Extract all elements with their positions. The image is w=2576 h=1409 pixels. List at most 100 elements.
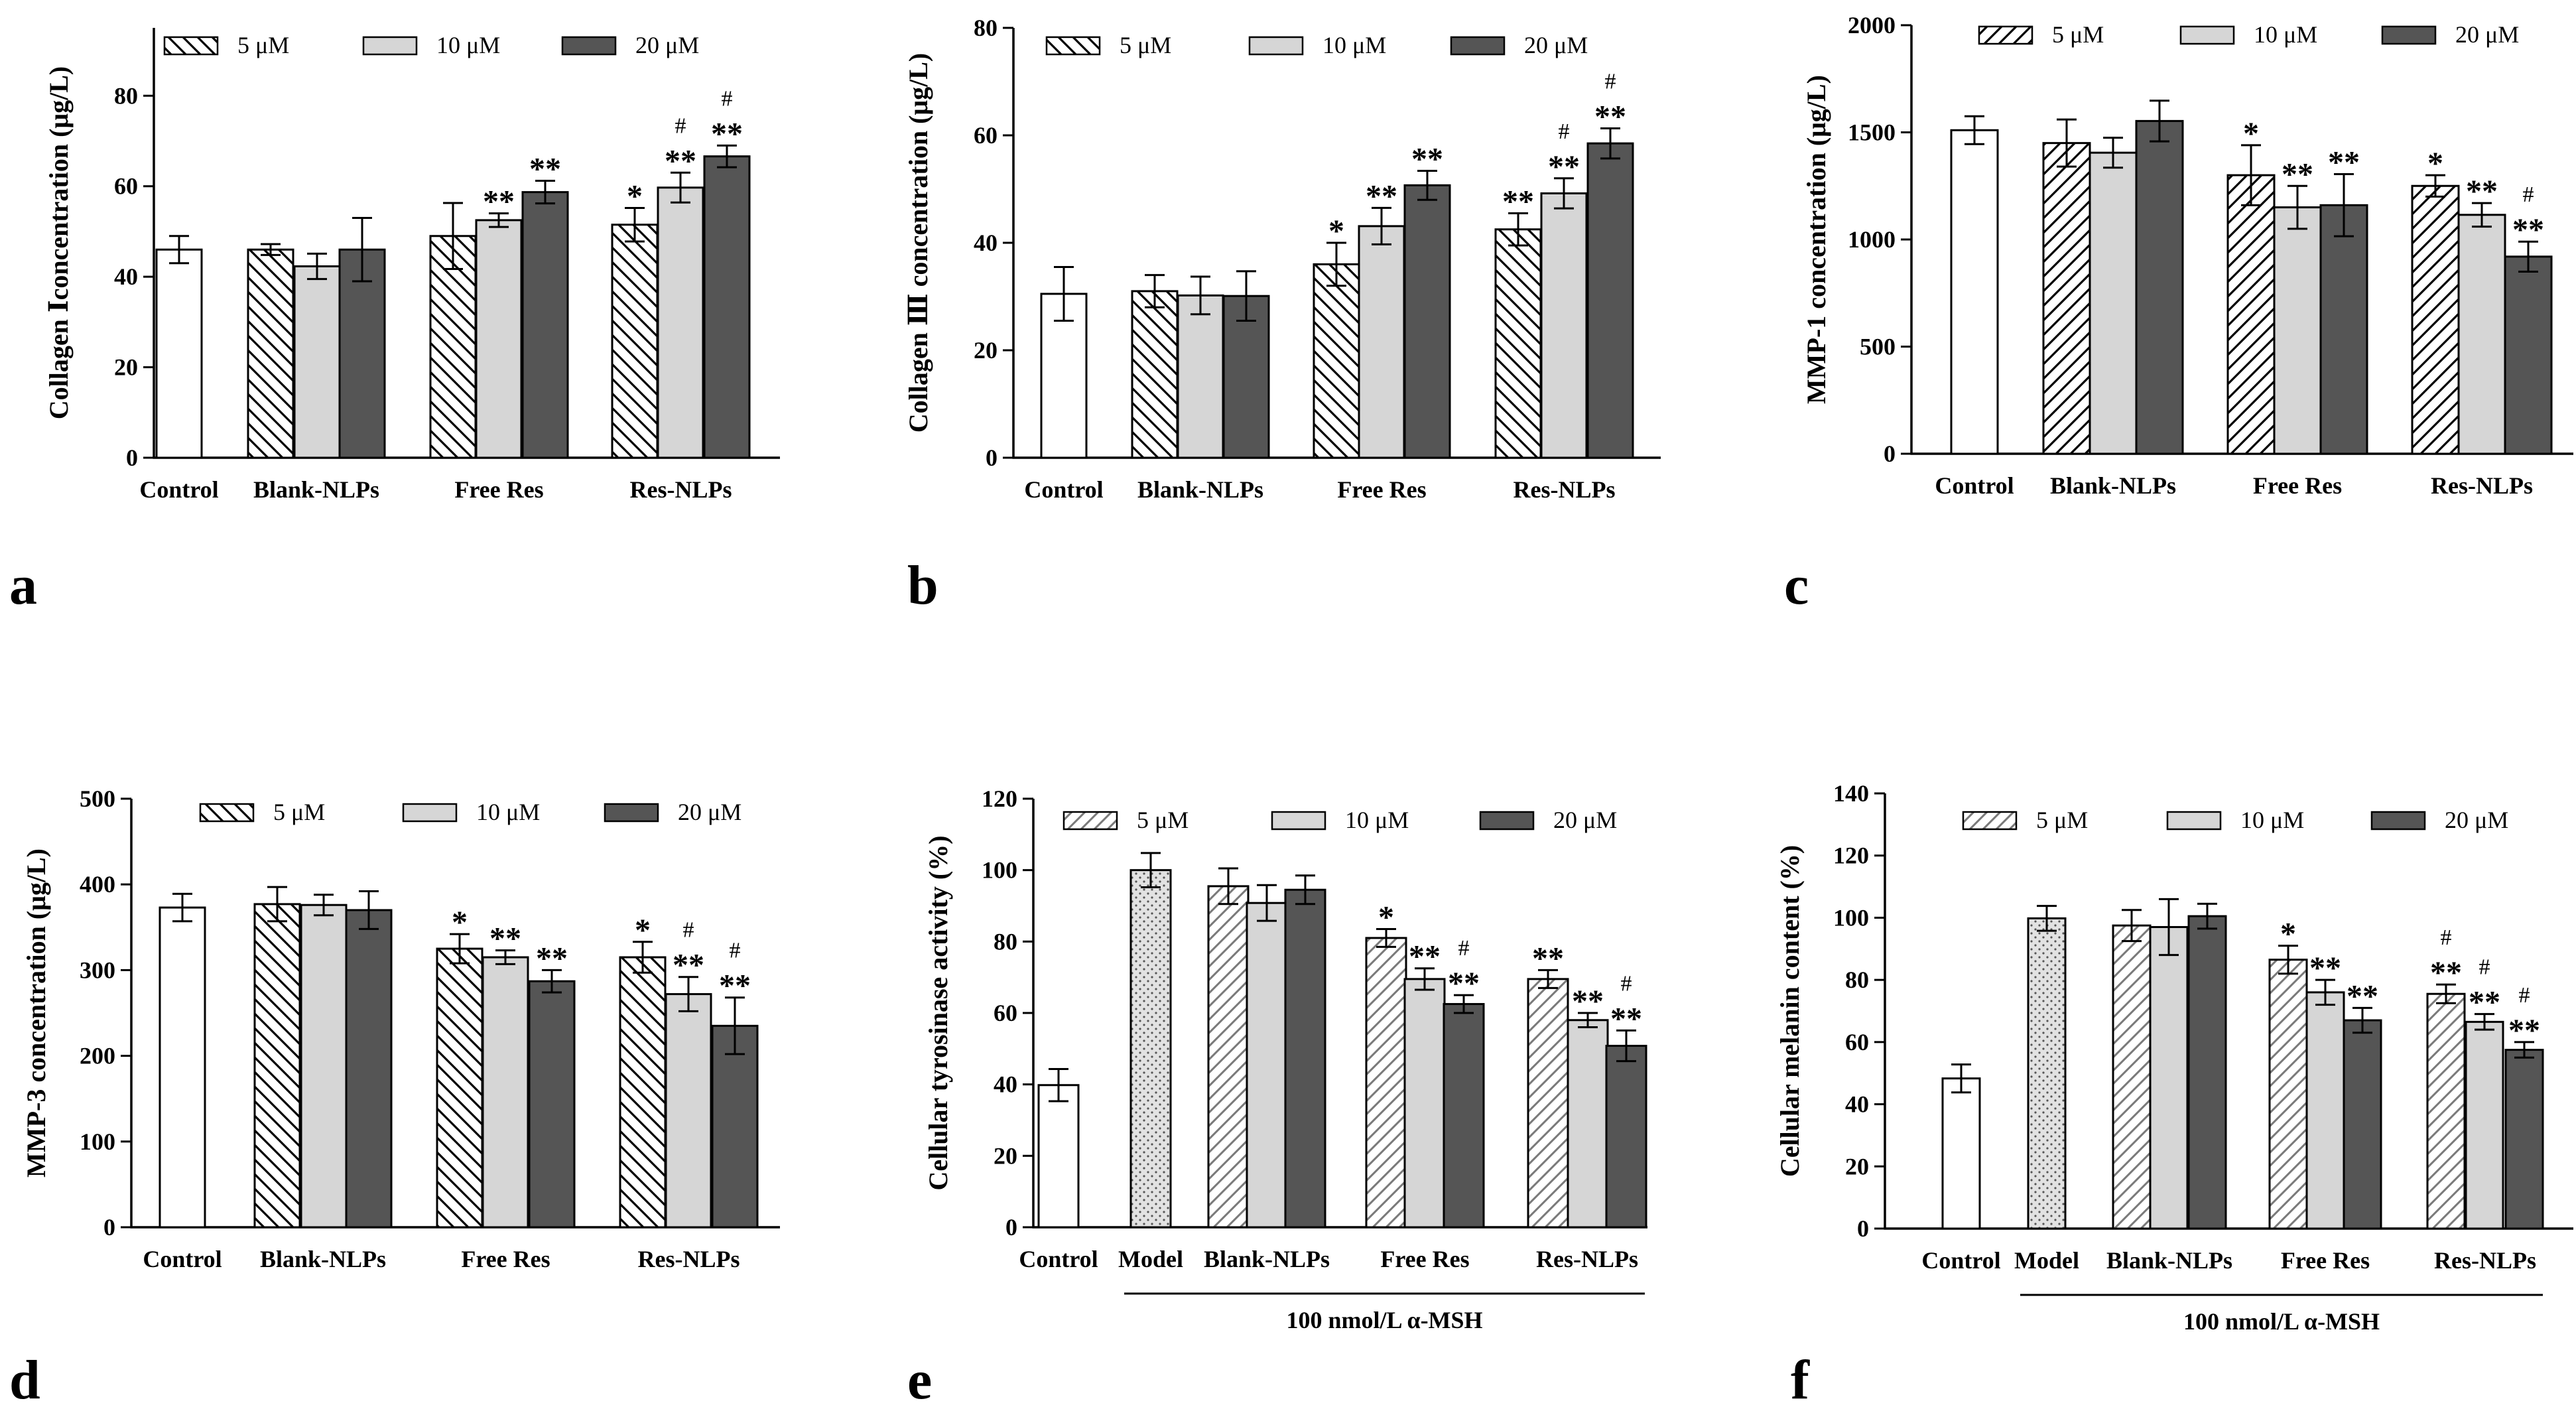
y-tick-label: 0 xyxy=(126,444,138,471)
legend-swatch xyxy=(1248,36,1304,56)
x-group-label: Model xyxy=(2014,1247,2079,1274)
bar xyxy=(2465,1020,2504,1230)
legend-swatch xyxy=(1962,811,2018,831)
x-group-label: Res-NLPs xyxy=(630,476,732,503)
bar xyxy=(2187,915,2227,1230)
bar xyxy=(2411,184,2460,455)
significance-mark: ** xyxy=(711,116,743,151)
bar xyxy=(482,956,529,1229)
bar xyxy=(2305,991,2345,1230)
panel-c: 0 500 1000 1500 2000 MMP-1 concentration (μg/… xyxy=(1784,12,2573,616)
significance-mark: ** xyxy=(2469,985,2500,1020)
bar xyxy=(2268,959,2308,1230)
bracket-label: 100 nmol/L α-MSH xyxy=(1286,1307,1482,1333)
hash-mark: # xyxy=(683,918,694,943)
bar xyxy=(300,904,348,1229)
x-group-label: Res-NLPs xyxy=(638,1246,740,1272)
x-group-label: Blank-NLPs xyxy=(253,476,379,503)
bar xyxy=(2149,925,2189,1230)
legend-swatch xyxy=(402,803,458,823)
bracket-label: 100 nmol/L α-MSH xyxy=(2183,1308,2380,1335)
significance-mark: ** xyxy=(536,941,568,976)
x-group-label: Blank-NLPs xyxy=(260,1246,386,1272)
panel-letter: f xyxy=(1791,1349,1810,1409)
bar xyxy=(155,248,203,459)
bar xyxy=(293,265,341,459)
hash-mark: # xyxy=(730,939,741,963)
significance-mark: ** xyxy=(1572,984,1604,1019)
legend-label: 10 μM xyxy=(2254,21,2317,48)
significance-mark: * xyxy=(2427,146,2443,181)
significance-mark: * xyxy=(1378,900,1394,935)
legend-swatch xyxy=(1450,36,1506,56)
significance-mark: ** xyxy=(1409,939,1441,974)
y-tick-label: 100 xyxy=(80,1128,115,1155)
significance-mark: ** xyxy=(2347,978,2378,1014)
legend-swatch xyxy=(1479,811,1535,831)
y-tick-label: 0 xyxy=(103,1214,115,1241)
legend-swatch xyxy=(2179,25,2235,45)
y-tick-label: 0 xyxy=(986,444,998,471)
significance-mark: ** xyxy=(2309,951,2341,986)
y-axis-title: Cellular melanin content (%) xyxy=(1775,845,1805,1177)
y-axis-title: Collagen Ⅲ concentration (μg/L) xyxy=(903,53,933,433)
bar xyxy=(2457,214,2506,455)
bar xyxy=(338,248,386,459)
hash-mark: # xyxy=(2523,182,2534,207)
panel-b: 0 20 40 60 80 Collagen Ⅲ concentration (μg/L)… xyxy=(903,15,1661,616)
legend-label: 5 μM xyxy=(237,32,289,58)
x-group-label: Free Res xyxy=(461,1246,550,1272)
y-tick-label: 1000 xyxy=(1848,226,1896,253)
y-tick-label: 0 xyxy=(1884,440,1896,467)
x-group-label: Res-NLPs xyxy=(1536,1246,1638,1272)
bar xyxy=(1246,902,1288,1229)
bar xyxy=(2135,119,2184,455)
x-group-label: Free Res xyxy=(454,476,543,503)
bar xyxy=(1037,1084,1080,1229)
bar xyxy=(1586,142,1634,459)
significance-mark: ** xyxy=(2508,1013,2540,1048)
significance-mark: ** xyxy=(529,152,561,187)
y-tick-label: 1500 xyxy=(1848,119,1896,146)
x-group-label: Res-NLPs xyxy=(2431,472,2533,499)
y-axis-title: MMP-3 concentration (μg/L) xyxy=(21,848,51,1177)
bar xyxy=(528,980,576,1229)
bar xyxy=(2027,917,2067,1230)
x-group-label: Blank-NLPs xyxy=(2106,1247,2232,1274)
legend-swatch xyxy=(2381,25,2437,45)
bar xyxy=(1365,937,1407,1229)
legend-label: 20 μM xyxy=(635,32,699,58)
bar xyxy=(247,248,294,459)
hash-mark: # xyxy=(1559,119,1570,144)
significance-mark: ** xyxy=(665,143,696,178)
x-group-label: Blank-NLPs xyxy=(2050,472,2176,499)
significance-mark: ** xyxy=(1548,149,1580,184)
significance-mark: ** xyxy=(2282,157,2313,192)
legend-label: 20 μM xyxy=(2455,21,2519,48)
bar xyxy=(1527,978,1569,1229)
y-tick-label: 40 xyxy=(994,1071,1017,1098)
bar xyxy=(2504,1049,2544,1230)
bar xyxy=(1403,184,1451,459)
significance-mark: ** xyxy=(2512,212,2544,247)
significance-mark: * xyxy=(635,913,651,948)
x-group-label: Control xyxy=(139,476,218,503)
bar xyxy=(2504,255,2553,455)
bar xyxy=(436,947,483,1229)
bar xyxy=(1131,290,1179,459)
bar xyxy=(1313,263,1360,459)
y-tick-label: 40 xyxy=(1845,1091,1869,1118)
significance-mark: ** xyxy=(1366,178,1397,214)
x-group-label: Blank-NLPs xyxy=(1137,476,1263,503)
significance-mark: * xyxy=(2280,917,2296,952)
legend-swatch xyxy=(199,803,255,823)
y-tick-label: 200 xyxy=(80,1043,115,1069)
legend-swatch xyxy=(604,803,659,823)
bar xyxy=(429,235,477,459)
legend-swatch xyxy=(1045,36,1101,56)
bar xyxy=(1540,192,1588,459)
legend-swatch xyxy=(2166,811,2222,831)
bar xyxy=(2042,142,2091,455)
bar xyxy=(1207,885,1250,1229)
